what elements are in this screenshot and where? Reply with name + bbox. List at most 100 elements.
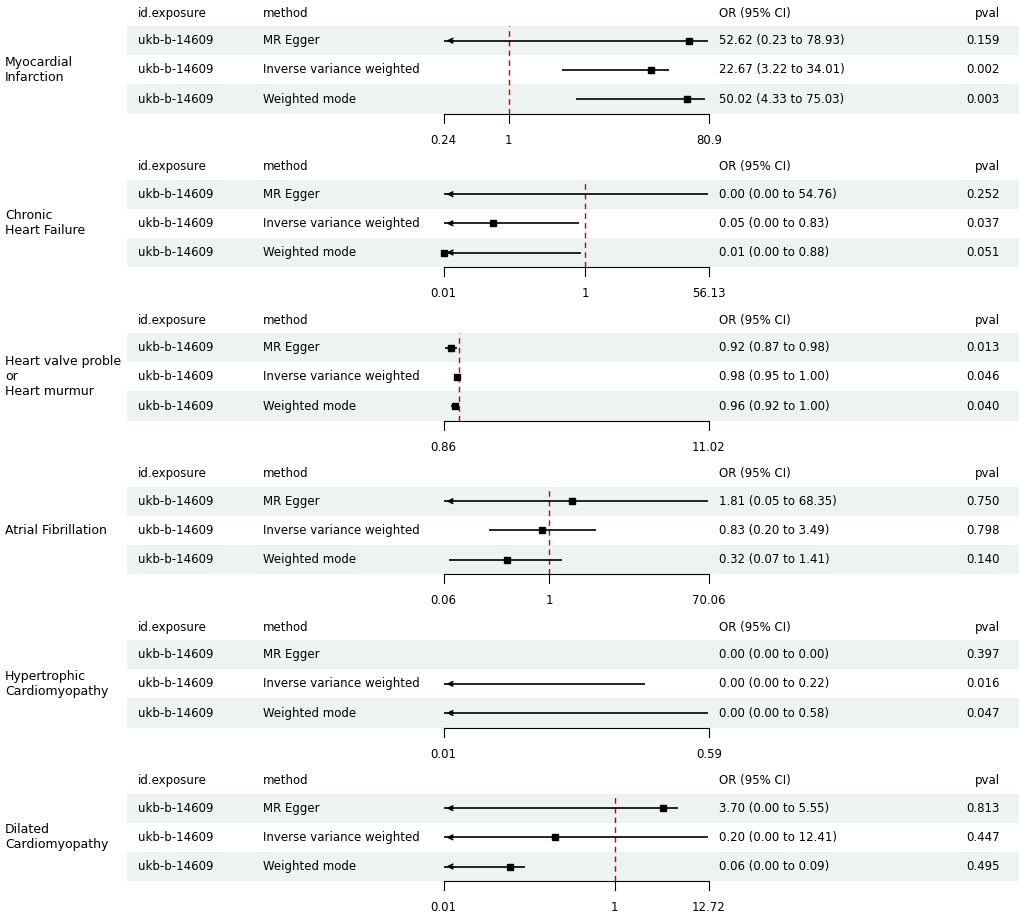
Text: pval: pval: [973, 774, 999, 787]
Text: pval: pval: [973, 621, 999, 634]
Text: OR (95% CI): OR (95% CI): [718, 774, 790, 787]
Text: MR Egger: MR Egger: [263, 801, 320, 815]
Text: 1.81 (0.05 to 68.35): 1.81 (0.05 to 68.35): [718, 495, 836, 507]
Text: Inverse variance weighted: Inverse variance weighted: [263, 370, 420, 383]
Text: 70.06: 70.06: [692, 594, 725, 607]
Text: method: method: [263, 621, 309, 634]
Bar: [127, 26, 1019, 55]
Text: 0.046: 0.046: [965, 370, 999, 383]
Text: 56.13: 56.13: [692, 287, 725, 300]
Text: 11.02: 11.02: [692, 441, 725, 454]
Text: OR (95% CI): OR (95% CI): [718, 313, 790, 327]
Text: OR (95% CI): OR (95% CI): [718, 467, 790, 480]
Text: 80.9: 80.9: [695, 134, 721, 146]
Text: Inverse variance weighted: Inverse variance weighted: [263, 524, 420, 537]
Text: id.exposure: id.exposure: [138, 160, 207, 173]
Text: 0.01: 0.01: [430, 287, 457, 300]
Text: 50.02 (4.33 to 75.03): 50.02 (4.33 to 75.03): [718, 92, 844, 106]
Text: 0.798: 0.798: [965, 524, 999, 537]
Text: Weighted mode: Weighted mode: [263, 860, 356, 873]
Text: 1: 1: [581, 287, 588, 300]
Text: id.exposure: id.exposure: [138, 6, 207, 19]
Text: MR Egger: MR Egger: [263, 495, 320, 507]
Text: Inverse variance weighted: Inverse variance weighted: [263, 64, 420, 76]
Text: method: method: [263, 774, 309, 787]
Bar: [127, 180, 1019, 209]
Text: 0.06: 0.06: [430, 594, 457, 607]
Text: OR (95% CI): OR (95% CI): [718, 160, 790, 173]
Text: pval: pval: [973, 6, 999, 19]
Text: method: method: [263, 313, 309, 327]
Text: MR Egger: MR Egger: [263, 341, 320, 355]
Text: Weighted mode: Weighted mode: [263, 400, 356, 413]
Text: 0.05 (0.00 to 0.83): 0.05 (0.00 to 0.83): [718, 216, 828, 230]
Text: 1: 1: [504, 134, 512, 146]
Text: ukb-b-14609: ukb-b-14609: [138, 216, 213, 230]
Text: 1: 1: [610, 902, 618, 915]
Text: 0.447: 0.447: [965, 831, 999, 844]
Text: id.exposure: id.exposure: [138, 774, 207, 787]
Text: ukb-b-14609: ukb-b-14609: [138, 801, 213, 815]
Text: Heart valve proble
or
Heart murmur: Heart valve proble or Heart murmur: [5, 356, 121, 399]
Text: 0.040: 0.040: [965, 400, 999, 413]
Bar: [127, 333, 1019, 362]
Text: 1: 1: [545, 594, 552, 607]
Text: id.exposure: id.exposure: [138, 621, 207, 634]
Text: 0.002: 0.002: [965, 64, 999, 76]
Text: Inverse variance weighted: Inverse variance weighted: [263, 677, 420, 691]
Bar: [127, 545, 1019, 574]
Text: 0.159: 0.159: [965, 34, 999, 47]
Bar: [127, 55, 1019, 85]
Text: ukb-b-14609: ukb-b-14609: [138, 246, 213, 259]
Text: MR Egger: MR Egger: [263, 34, 320, 47]
Text: Weighted mode: Weighted mode: [263, 92, 356, 106]
Text: 0.397: 0.397: [965, 648, 999, 661]
Text: 0.037: 0.037: [965, 216, 999, 230]
Text: ukb-b-14609: ukb-b-14609: [138, 706, 213, 719]
Text: 0.252: 0.252: [965, 188, 999, 201]
Text: ukb-b-14609: ukb-b-14609: [138, 34, 213, 47]
Text: 0.00 (0.00 to 0.22): 0.00 (0.00 to 0.22): [718, 677, 828, 691]
Text: method: method: [263, 6, 309, 19]
Text: 0.06 (0.00 to 0.09): 0.06 (0.00 to 0.09): [718, 860, 828, 873]
Text: ukb-b-14609: ukb-b-14609: [138, 677, 213, 691]
Bar: [127, 822, 1019, 852]
Text: ukb-b-14609: ukb-b-14609: [138, 64, 213, 76]
Text: 0.92 (0.87 to 0.98): 0.92 (0.87 to 0.98): [718, 341, 828, 355]
Text: OR (95% CI): OR (95% CI): [718, 621, 790, 634]
Text: MR Egger: MR Egger: [263, 188, 320, 201]
Text: ukb-b-14609: ukb-b-14609: [138, 648, 213, 661]
Text: 0.00 (0.00 to 0.00): 0.00 (0.00 to 0.00): [718, 648, 828, 661]
Text: 0.83 (0.20 to 3.49): 0.83 (0.20 to 3.49): [718, 524, 828, 537]
Text: 52.62 (0.23 to 78.93): 52.62 (0.23 to 78.93): [718, 34, 844, 47]
Text: 0.00 (0.00 to 54.76): 0.00 (0.00 to 54.76): [718, 188, 836, 201]
Text: pval: pval: [973, 160, 999, 173]
Text: 0.59: 0.59: [695, 748, 721, 761]
Text: Myocardial
Infarction: Myocardial Infarction: [5, 56, 73, 84]
Text: 3.70 (0.00 to 5.55): 3.70 (0.00 to 5.55): [718, 801, 828, 815]
Text: 0.003: 0.003: [965, 92, 999, 106]
Text: 0.01 (0.00 to 0.88): 0.01 (0.00 to 0.88): [718, 246, 828, 259]
Text: 0.140: 0.140: [965, 553, 999, 566]
Text: method: method: [263, 467, 309, 480]
Bar: [127, 486, 1019, 516]
Bar: [127, 852, 1019, 881]
Text: ukb-b-14609: ukb-b-14609: [138, 400, 213, 413]
Text: ukb-b-14609: ukb-b-14609: [138, 341, 213, 355]
Text: Weighted mode: Weighted mode: [263, 553, 356, 566]
Text: ukb-b-14609: ukb-b-14609: [138, 553, 213, 566]
Text: 22.67 (3.22 to 34.01): 22.67 (3.22 to 34.01): [718, 64, 844, 76]
Bar: [127, 698, 1019, 728]
Text: 0.047: 0.047: [965, 706, 999, 719]
Text: Inverse variance weighted: Inverse variance weighted: [263, 216, 420, 230]
Text: 0.98 (0.95 to 1.00): 0.98 (0.95 to 1.00): [718, 370, 828, 383]
Text: 0.750: 0.750: [965, 495, 999, 507]
Bar: [127, 238, 1019, 267]
Text: 0.32 (0.07 to 1.41): 0.32 (0.07 to 1.41): [718, 553, 828, 566]
Bar: [127, 362, 1019, 391]
Text: 0.24: 0.24: [430, 134, 457, 146]
Text: ukb-b-14609: ukb-b-14609: [138, 92, 213, 106]
Text: pval: pval: [973, 313, 999, 327]
Text: 0.495: 0.495: [965, 860, 999, 873]
Text: 0.01: 0.01: [430, 748, 457, 761]
